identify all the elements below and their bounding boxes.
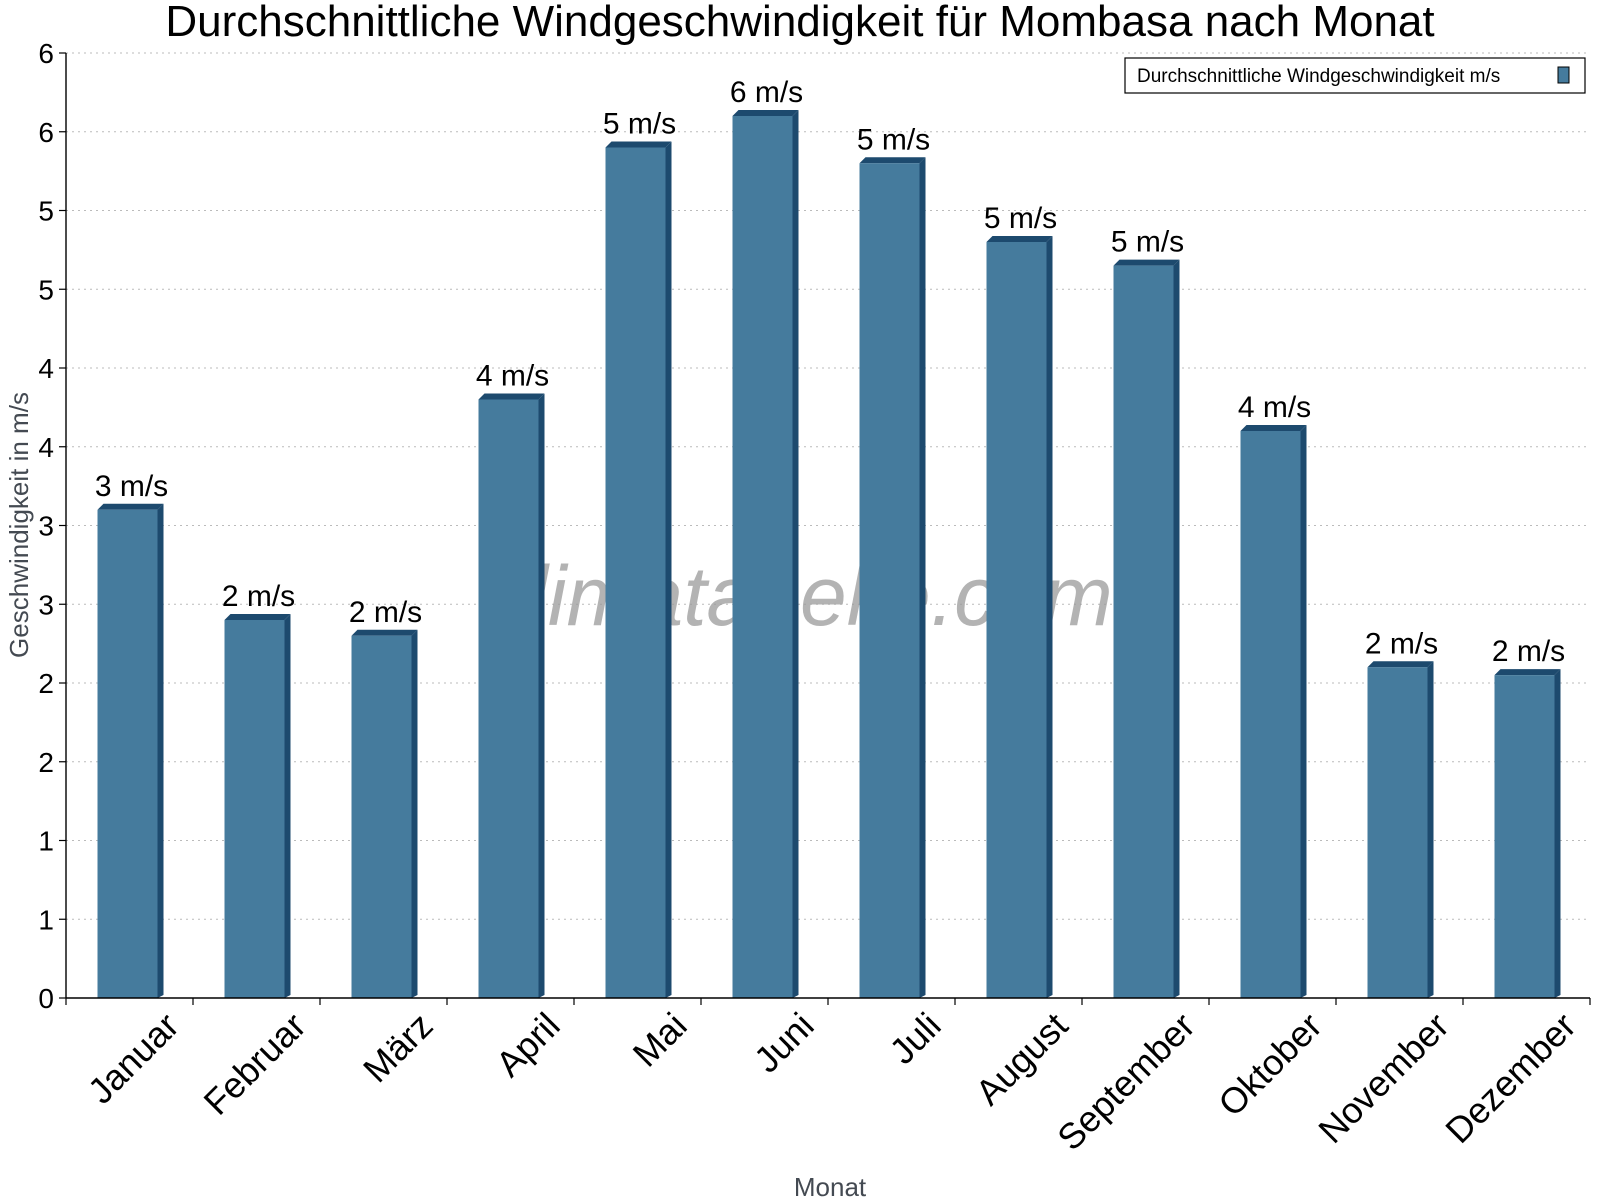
x-tick-label: Januar	[80, 1005, 187, 1112]
bar	[1494, 675, 1555, 998]
y-tick-label: 3	[38, 589, 54, 620]
x-tick-label: August	[967, 1005, 1075, 1113]
x-tick-label: Juli	[881, 1005, 948, 1072]
bar-top	[986, 236, 1053, 242]
bar-group: 4 m/s	[476, 360, 549, 998]
x-tick-label: November	[1310, 1005, 1456, 1151]
x-tick-label: Dezember	[1437, 1005, 1583, 1151]
bar	[1240, 431, 1301, 998]
bar-side	[157, 503, 164, 998]
bar-group: 5 m/s	[984, 202, 1057, 998]
bar-top	[859, 157, 926, 164]
bar	[732, 116, 793, 998]
grid-lines	[66, 52, 1590, 920]
bar	[605, 147, 666, 998]
bar-top	[478, 393, 545, 400]
x-tick-label: Juni	[746, 1005, 822, 1081]
bar-top	[97, 503, 164, 510]
bar-group: 3 m/s	[95, 470, 168, 998]
y-tick-label: 4	[38, 432, 54, 463]
bar-group: 2 m/s	[1492, 635, 1565, 998]
y-tick-label: 0	[38, 983, 54, 1014]
bar-group: 5 m/s	[857, 123, 930, 998]
y-tick-label: 1	[38, 826, 54, 857]
bar-top	[605, 141, 672, 148]
bar-side	[919, 157, 926, 998]
bar-side	[665, 141, 672, 998]
data-label: 5 m/s	[984, 202, 1057, 235]
x-tick-label: September	[1049, 1005, 1203, 1159]
data-label: 6 m/s	[730, 76, 803, 109]
data-label: 4 m/s	[1238, 391, 1311, 424]
x-axis-label: Monat	[794, 1172, 867, 1200]
bar-top	[1240, 425, 1307, 431]
x-tick-label: Februar	[196, 1005, 314, 1123]
bar-side	[284, 614, 291, 998]
bar-group: 6 m/s	[730, 76, 803, 998]
data-label: 2 m/s	[1365, 627, 1438, 660]
y-tick-label: 3	[38, 511, 54, 542]
bar-top	[351, 629, 418, 636]
bar-top	[224, 614, 291, 620]
x-tick-label: Oktober	[1210, 1005, 1330, 1125]
x-tick-label: Mai	[625, 1005, 695, 1075]
y-tick-label: 6	[38, 38, 54, 69]
y-axis-ticks: 0 1 1 2 2 3 3 4 4 5 5 6 6	[38, 38, 66, 1014]
bar-side	[1300, 425, 1307, 998]
bar-side	[1554, 669, 1561, 998]
data-label: 5 m/s	[1111, 226, 1184, 259]
bar	[97, 509, 158, 998]
bar	[1367, 667, 1428, 998]
bar-side	[792, 110, 799, 998]
bar-side	[411, 629, 418, 998]
bar	[224, 620, 285, 998]
bar-side	[1046, 236, 1053, 998]
bar	[986, 242, 1047, 998]
bar-side	[538, 393, 545, 998]
bar-top	[1113, 259, 1180, 266]
x-axis-ticks: Januar Februar März April Mai Juni Juli AugustS…	[65, 998, 1591, 1159]
y-axis-label: Geschwindigkeit in m/s	[4, 392, 34, 658]
chart-title: Durchschnittliche Windgeschwindigkeit fü…	[165, 0, 1434, 46]
bar-group: 5 m/s	[1111, 226, 1184, 998]
bar-top	[1494, 669, 1561, 676]
y-tick-label: 5	[38, 274, 54, 305]
bar-group: 2 m/s	[222, 580, 295, 998]
data-label: 3 m/s	[95, 470, 168, 503]
y-tick-label: 4	[38, 353, 54, 384]
x-tick-label: März	[355, 1005, 441, 1091]
y-tick-label: 2	[38, 747, 54, 778]
data-label: 5 m/s	[603, 108, 676, 141]
x-tick-label: April	[488, 1005, 568, 1085]
bar	[1113, 265, 1174, 998]
bar	[478, 399, 539, 998]
bar-group: 5 m/s	[603, 108, 676, 998]
legend-box	[1124, 57, 1586, 94]
y-tick-label: 6	[38, 117, 54, 148]
data-label: 5 m/s	[857, 123, 930, 156]
legend-label: Durchschnittliche Windgeschwindigkeit m/…	[1137, 66, 1500, 87]
data-label: 2 m/s	[222, 580, 295, 613]
bar-side	[1173, 259, 1180, 998]
bar-group: 4 m/s	[1238, 391, 1311, 998]
bar-group: 2 m/s	[349, 596, 422, 998]
data-label: 2 m/s	[1492, 635, 1565, 668]
bar-side	[1427, 661, 1434, 998]
bars: 3 m/s 2 m/s 2 m/s 4 m/s 5 m/s 6 m/s 5 m/s 5 m/s…	[95, 76, 1565, 998]
data-label: 4 m/s	[476, 360, 549, 393]
bar-group: 2 m/s	[1365, 627, 1438, 998]
legend: Durchschnittliche Windgeschwindigkeit m/…	[1124, 57, 1586, 94]
y-tick-label: 1	[38, 904, 54, 935]
bar	[859, 163, 920, 998]
y-tick-label: 2	[38, 668, 54, 699]
data-label: 2 m/s	[349, 596, 422, 629]
bar-top	[732, 110, 799, 116]
bar	[351, 635, 412, 998]
bar-top	[1367, 661, 1434, 668]
legend-swatch	[1557, 66, 1570, 84]
y-tick-label: 5	[38, 196, 54, 227]
